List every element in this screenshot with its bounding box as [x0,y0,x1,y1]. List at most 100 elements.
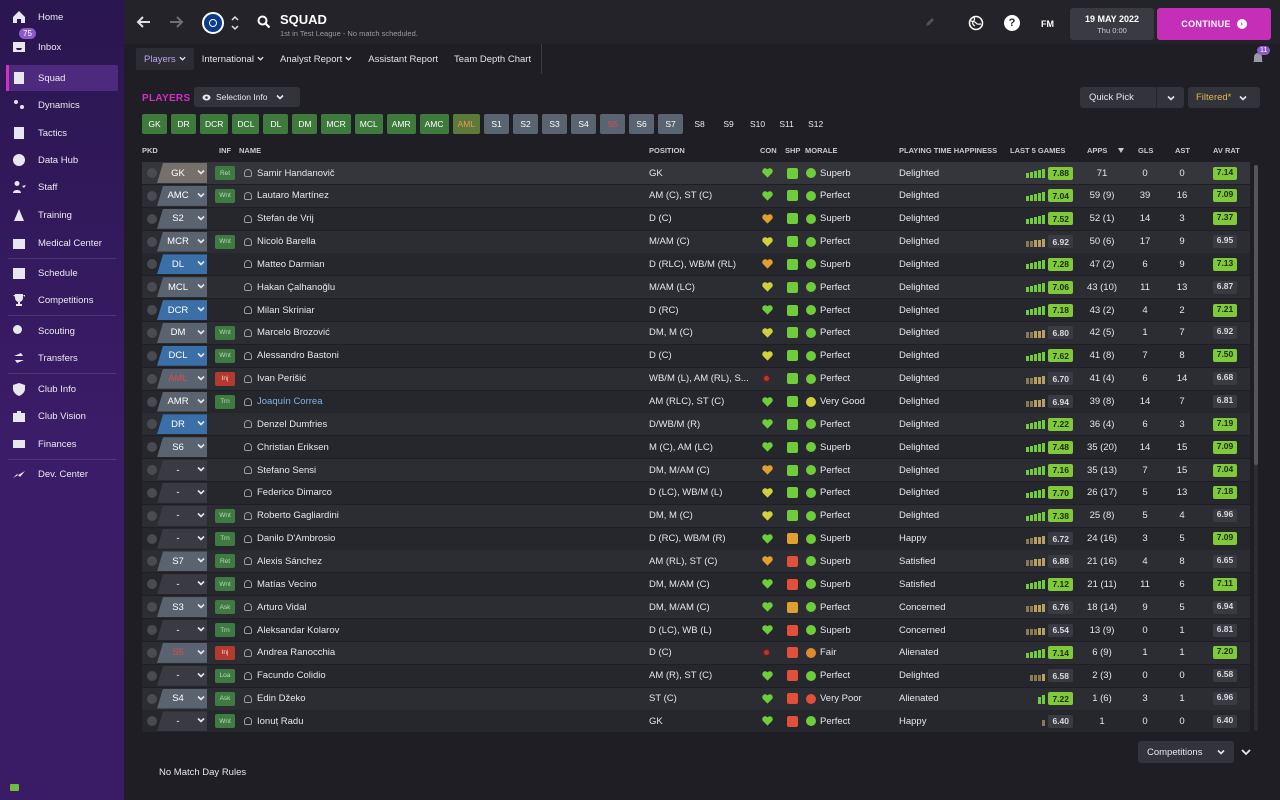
info-badge[interactable]: Wnt [215,714,235,729]
selection-info-dropdown[interactable]: Selection Info [194,87,300,107]
table-row[interactable]: S6 Christian Eriksen M (C), AM (LC) Superb D… [142,436,1250,459]
table-row[interactable]: - Loa Facundo Colidio AM (R), ST (C) Perfect… [142,664,1250,687]
filter-dropdown[interactable]: Filtered* [1188,87,1260,108]
pkd-selector[interactable]: DL [157,254,207,275]
col-name[interactable]: NAME [239,146,262,155]
position-chip-s1[interactable]: S1 [484,114,510,134]
table-row[interactable]: GK Ret Samir Handanovič GK Superb Delighted 7.… [142,162,1250,184]
sidebar-item-competitions[interactable]: Competitions [6,287,118,313]
position-chip-s4[interactable]: S4 [571,114,597,134]
pkd-selector[interactable]: S7 [157,551,207,572]
table-row[interactable]: DM Wnt Marcelo Brozović DM, M (C) Perfect Del… [142,321,1250,344]
pkd-selector[interactable]: - [157,711,207,732]
tab-analyst-report[interactable]: Analyst Report [272,48,360,70]
position-chip-gk[interactable]: GK [142,114,167,134]
sidebar-item-medical-center[interactable]: Medical Center [6,230,118,256]
player-name-cell[interactable]: Stefano Sensi [244,459,644,481]
position-chip-mcl[interactable]: MCL [354,114,383,134]
tab-team-depth-chart[interactable]: Team Depth Chart [446,48,539,70]
pkd-selector[interactable]: - [157,620,207,640]
pkd-selector[interactable]: - [157,482,207,503]
player-name-cell[interactable]: Alessandro Bastoni [244,345,644,367]
player-name-cell[interactable]: Alexis Sánchez [244,550,644,572]
sidebar-item-dynamics[interactable]: Dynamics [6,92,118,118]
player-name-cell[interactable]: Edin Džeko [244,688,644,710]
select-checkbox[interactable] [147,305,157,316]
select-checkbox[interactable] [147,213,157,224]
player-name-cell[interactable]: Federico Dimarco [244,482,644,504]
table-row[interactable]: DL Matteo Darmian D (RLC), WB/M (RL) Superb… [142,253,1250,276]
notification-icon[interactable] [1250,50,1266,66]
pkd-selector[interactable]: AMC [157,185,207,206]
tab-international[interactable]: International [194,48,272,70]
tab-players[interactable]: Players [136,48,194,70]
player-name-cell[interactable]: Stefan de Vrij [244,208,644,230]
select-checkbox[interactable] [147,190,157,201]
collapse-chevron-icon[interactable] [1240,746,1252,758]
info-badge[interactable]: Trn [215,394,235,409]
info-badge[interactable]: Trn [215,531,235,546]
player-name-cell[interactable]: Hakan Çalhanoğlu [244,276,644,298]
position-chip-dcr[interactable]: DCR [200,114,229,134]
table-row[interactable]: AMR Trn Joaquín Correa AM (RLC), ST (C) Very… [142,390,1250,413]
tab-assistant-report[interactable]: Assistant Report [360,48,446,70]
table-row[interactable]: - Wnt Roberto Gagliardini DM, M (C) Perfect D… [142,504,1250,527]
back-arrow-icon[interactable] [134,12,154,32]
info-badge[interactable]: Wnt [215,188,235,203]
table-row[interactable]: - Trn Danilo D'Ambrosio D (RC), WB/M (R) Sup… [142,527,1250,550]
player-name-cell[interactable]: Milan Skriniar [244,299,644,321]
player-name-cell[interactable]: Marcelo Brozović [244,322,644,344]
globe-icon[interactable] [968,15,984,31]
player-name-cell[interactable]: Arturo Vidal [244,596,644,618]
player-name-cell[interactable]: Denzel Dumfries [244,413,644,435]
info-badge[interactable]: Ret [215,554,235,569]
info-badge[interactable]: Ret [215,166,235,180]
table-row[interactable]: DCL Wnt Alessandro Bastoni D (C) Perfect Deli… [142,344,1250,367]
player-name-cell[interactable]: Ionuț Radu [244,710,644,732]
info-badge[interactable]: Wnt [215,234,235,249]
col-avrat[interactable]: AV RAT [1213,146,1240,155]
continue-button[interactable]: CONTINUE › [1157,8,1271,40]
quick-pick-button[interactable]: Quick Pick [1080,87,1184,108]
sort-desc-icon[interactable] [1118,148,1124,153]
sidebar-item-club-info[interactable]: Club Info [6,376,118,402]
player-name-cell[interactable]: Facundo Colidio [244,665,644,687]
pkd-selector[interactable]: - [157,665,207,686]
table-row[interactable]: MCL Hakan Çalhanoğlu M/AM (LC) Perfect Delig… [142,276,1250,299]
select-checkbox[interactable] [147,327,157,338]
pkd-selector[interactable]: - [157,528,207,549]
select-checkbox[interactable] [147,236,157,247]
sidebar-item-training[interactable]: Training [6,202,118,228]
pkd-selector[interactable]: - [157,574,207,595]
position-chip-s5[interactable]: S5 [600,114,626,134]
table-scrollbar[interactable] [1254,165,1258,731]
col-shp[interactable]: SHP [785,146,801,155]
pkd-selector[interactable]: - [157,460,207,481]
select-checkbox[interactable] [147,487,157,498]
select-checkbox[interactable] [147,168,157,178]
club-switch-arrows-icon[interactable] [230,13,240,33]
select-checkbox[interactable] [147,670,157,681]
table-row[interactable]: - Wnt Ionuț Radu GK Perfect Happy 6.40 1 0 0 6.40 [142,710,1250,733]
position-chip-dr[interactable]: DR [171,114,196,134]
fm-logo[interactable]: FM [1041,19,1054,29]
col-playing-time[interactable]: PLAYING TIME HAPPINESS [899,146,998,155]
pkd-selector[interactable]: S4 [157,688,207,709]
player-name-cell[interactable]: Matteo Darmian [244,253,644,275]
table-row[interactable]: MCR Wnt Nicolò Barella M/AM (C) Perfect Delig… [142,230,1250,253]
competitions-dropdown[interactable]: Competitions [1138,741,1234,763]
position-chip-s2[interactable]: S2 [513,114,539,134]
player-name-cell[interactable]: Roberto Gagliardini [244,505,644,527]
player-name-cell[interactable]: Joaquín Correa [244,391,644,413]
position-chip-s11[interactable]: S11 [779,119,794,129]
player-name-cell[interactable]: Lautaro Martínez [244,185,644,207]
col-ast[interactable]: AST [1175,146,1190,155]
pkd-selector[interactable]: DCR [157,300,207,321]
info-badge[interactable]: Inj [215,645,235,660]
player-name-cell[interactable]: Andrea Ranocchia [244,642,644,664]
position-chip-mcr[interactable]: MCR [321,114,351,134]
sidebar-item-home[interactable]: Home [6,4,118,30]
table-row[interactable]: S7 Ret Alexis Sánchez AM (RL), ST (C) Superb… [142,550,1250,573]
position-chip-dcl[interactable]: DCL [232,114,260,134]
player-name-cell[interactable]: Samir Handanovič [244,162,644,184]
